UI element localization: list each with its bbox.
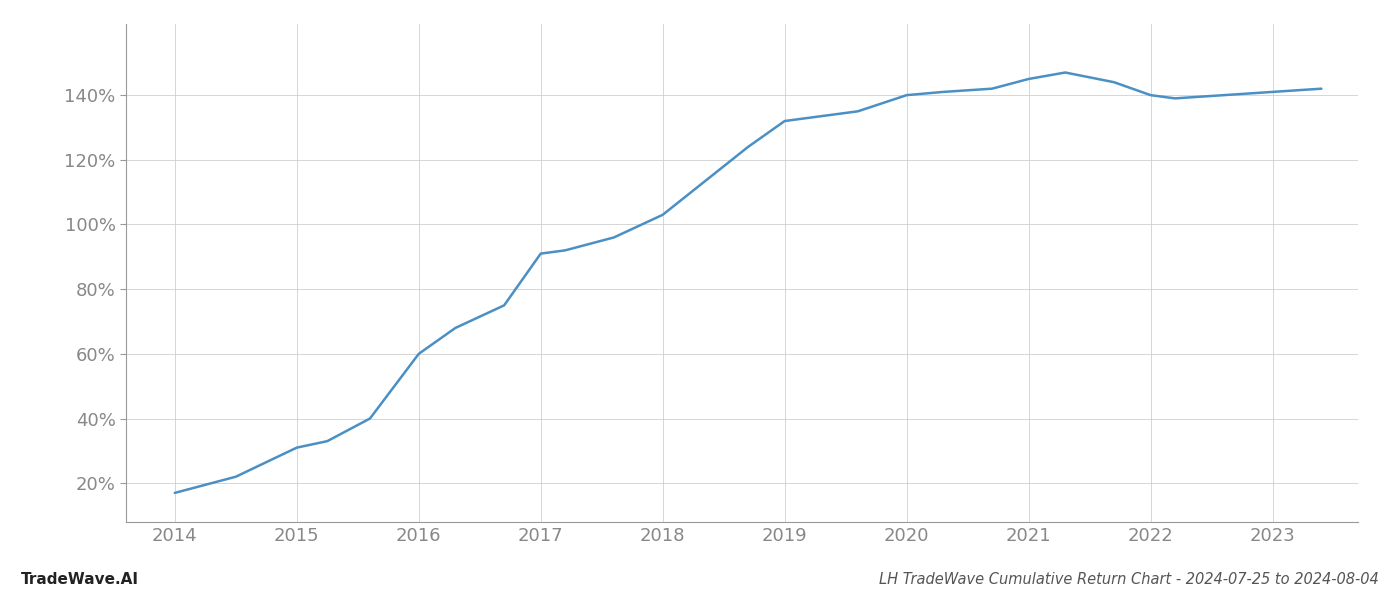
Text: LH TradeWave Cumulative Return Chart - 2024-07-25 to 2024-08-04: LH TradeWave Cumulative Return Chart - 2… [879, 572, 1379, 587]
Text: TradeWave.AI: TradeWave.AI [21, 572, 139, 587]
